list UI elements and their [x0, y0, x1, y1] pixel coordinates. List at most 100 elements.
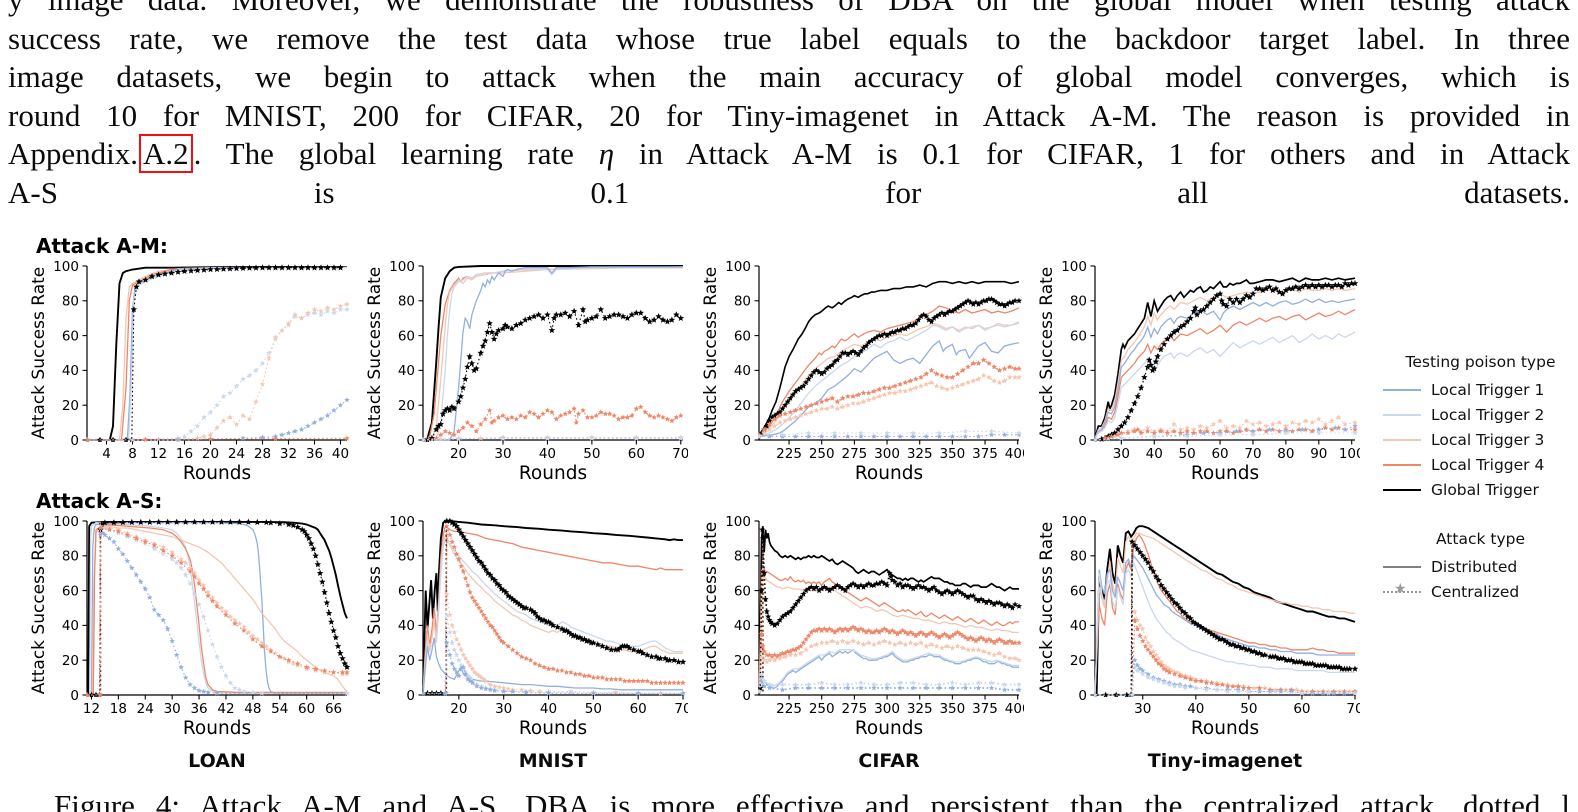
- svg-text:50: 50: [583, 446, 600, 462]
- svg-text:Attack Success Rate: Attack Success Rate: [366, 522, 385, 695]
- svg-text:Rounds: Rounds: [519, 463, 587, 484]
- svg-text:Rounds: Rounds: [855, 718, 923, 739]
- text-line-end: in Attack A-M is 0.1 for CIFAR, 1 for ot…: [614, 136, 1570, 171]
- svg-text:0: 0: [70, 688, 79, 704]
- svg-text:325: 325: [907, 701, 933, 717]
- svg-text:100: 100: [725, 514, 751, 530]
- svg-text:Attack Success Rate: Attack Success Rate: [30, 522, 49, 695]
- svg-text:70: 70: [1346, 701, 1360, 717]
- svg-text:28: 28: [254, 446, 271, 462]
- svg-text:80: 80: [398, 549, 415, 565]
- legend-item-label: Distributed: [1431, 557, 1518, 576]
- svg-text:100: 100: [389, 514, 415, 530]
- svg-text:0: 0: [70, 433, 79, 449]
- svg-text:30: 30: [495, 701, 512, 717]
- svg-text:40: 40: [62, 363, 79, 379]
- dataset-label-cifar: CIFAR: [858, 750, 920, 772]
- body-text-line: Appendix. A.2. The global learning rate η…: [8, 134, 1570, 174]
- svg-text:70: 70: [674, 701, 688, 717]
- legend-item-local-trigger-2: Local Trigger 2: [1383, 402, 1578, 427]
- star-marker-icon: ★: [1394, 580, 1407, 597]
- body-paragraph: y image data. Moreover, we demonstrate t…: [8, 0, 1570, 212]
- body-text-line: image datasets, we begin to attack when …: [8, 59, 1570, 94]
- svg-text:Attack Success Rate: Attack Success Rate: [1038, 522, 1057, 695]
- legend-item-local-trigger-3: Local Trigger 3: [1383, 427, 1578, 452]
- svg-text:100: 100: [389, 259, 415, 275]
- svg-text:Attack Success Rate: Attack Success Rate: [1038, 267, 1057, 440]
- svg-text:20: 20: [1070, 398, 1087, 414]
- subplot-as-loan: 12 18 24 30 36 42 48 54 60 66 0 20 40 60 80 100 Rounds At…: [30, 514, 350, 739]
- legend-title-poison-type: Testing poison type: [1405, 353, 1556, 371]
- subplot-am-mnist: 20 30 40 50 60 70 0 20 40 60 80 100 Rounds Attack Suc…: [366, 259, 688, 484]
- svg-text:32: 32: [280, 446, 297, 462]
- math-eta-symbol: η: [598, 136, 615, 171]
- svg-text:12: 12: [150, 446, 167, 462]
- subplot-am-tiny: 30 40 50 60 70 80 90 100 0 20 40 60 80 100 Rounds Attac…: [1038, 259, 1360, 484]
- figure-row-label-attack-am: Attack A-M:: [36, 234, 168, 258]
- subplot-as-tiny: 30 40 50 60 70 0 20 40 60 80 100 Rounds Attack Succe…: [1038, 514, 1360, 739]
- svg-text:66: 66: [325, 701, 342, 717]
- svg-text:20: 20: [398, 653, 415, 669]
- svg-text:24: 24: [228, 446, 245, 462]
- svg-text:30: 30: [494, 446, 511, 462]
- svg-text:100: 100: [1339, 446, 1360, 462]
- svg-text:70: 70: [672, 446, 688, 462]
- svg-text:40: 40: [540, 701, 557, 717]
- svg-text:0: 0: [742, 688, 751, 704]
- legend-dotted-star-swatch: ★: [1383, 581, 1421, 597]
- dataset-label-loan: LOAN: [188, 750, 246, 772]
- svg-text:80: 80: [734, 549, 751, 565]
- dataset-labels-row: LOAN MNIST CIFAR Tiny-imagenet: [30, 750, 1360, 772]
- svg-text:80: 80: [734, 294, 751, 310]
- svg-text:18: 18: [110, 701, 127, 717]
- svg-text:60: 60: [1293, 701, 1310, 717]
- svg-text:30: 30: [1134, 701, 1151, 717]
- legend-line-swatch: [1383, 565, 1421, 568]
- svg-text:100: 100: [1061, 259, 1087, 275]
- legend-item-label: Local Trigger 2: [1431, 405, 1545, 424]
- svg-text:Rounds: Rounds: [183, 718, 251, 739]
- svg-text:40: 40: [1146, 446, 1163, 462]
- svg-text:400: 400: [1005, 446, 1024, 462]
- legend-item-label: Local Trigger 4: [1431, 455, 1545, 474]
- svg-text:40: 40: [734, 618, 751, 634]
- subplot-am-loan: 4 8 12 16 20 24 28 32 36 40 0 20 40 60 80 100 Rounds Atta…: [30, 259, 350, 484]
- svg-text:0: 0: [406, 688, 415, 704]
- svg-text:275: 275: [841, 446, 867, 462]
- svg-text:225: 225: [776, 701, 802, 717]
- svg-text:60: 60: [1070, 328, 1087, 344]
- subplot-as-mnist: 20 30 40 50 60 70 0 20 40 60 80 100 Rounds Attack Suc…: [366, 514, 688, 739]
- svg-text:40: 40: [539, 446, 556, 462]
- subplot-am-cifar: 225 250 275 300 325 350 375 400 0 20 40 60 80 100 Roun…: [702, 259, 1024, 484]
- svg-text:Rounds: Rounds: [183, 463, 251, 484]
- svg-text:60: 60: [62, 328, 79, 344]
- legend-item-local-trigger-4: Local Trigger 4: [1383, 452, 1578, 477]
- legend-line-swatch: [1383, 488, 1421, 491]
- svg-text:70: 70: [1244, 446, 1261, 462]
- svg-text:60: 60: [62, 583, 79, 599]
- svg-text:80: 80: [1277, 446, 1294, 462]
- svg-text:30: 30: [164, 701, 181, 717]
- legend-item-distributed: Distributed: [1383, 554, 1578, 579]
- figure-row-attack-as: 12 18 24 30 36 42 48 54 60 66 0 20 40 60 80 100 Rounds At…: [30, 511, 1360, 748]
- legend-item-local-trigger-1: Local Trigger 1: [1383, 377, 1578, 402]
- svg-text:0: 0: [742, 433, 751, 449]
- citation-ref-a2[interactable]: A.2: [139, 134, 193, 173]
- svg-text:30: 30: [1113, 446, 1130, 462]
- svg-text:60: 60: [398, 583, 415, 599]
- svg-text:Rounds: Rounds: [1191, 718, 1259, 739]
- legend-item-label: Local Trigger 3: [1431, 430, 1545, 449]
- svg-text:Attack Success Rate: Attack Success Rate: [30, 267, 49, 440]
- figure-legend: Testing poison type Local Trigger 1 Loca…: [1383, 353, 1578, 604]
- legend-line-swatch: [1383, 438, 1421, 441]
- dataset-label-mnist: MNIST: [518, 750, 588, 772]
- svg-text:100: 100: [1061, 514, 1087, 530]
- body-text-line: round 10 for MNIST, 200 for CIFAR, 20 fo…: [8, 97, 1570, 133]
- svg-text:100: 100: [53, 514, 79, 530]
- svg-text:20: 20: [450, 701, 467, 717]
- svg-text:40: 40: [1070, 618, 1087, 634]
- caption-text: Figure 4: Attack A-M and A-S. DBA is mor…: [54, 788, 1570, 812]
- legend-item-global-trigger: Global Trigger: [1383, 477, 1578, 502]
- svg-text:350: 350: [939, 701, 965, 717]
